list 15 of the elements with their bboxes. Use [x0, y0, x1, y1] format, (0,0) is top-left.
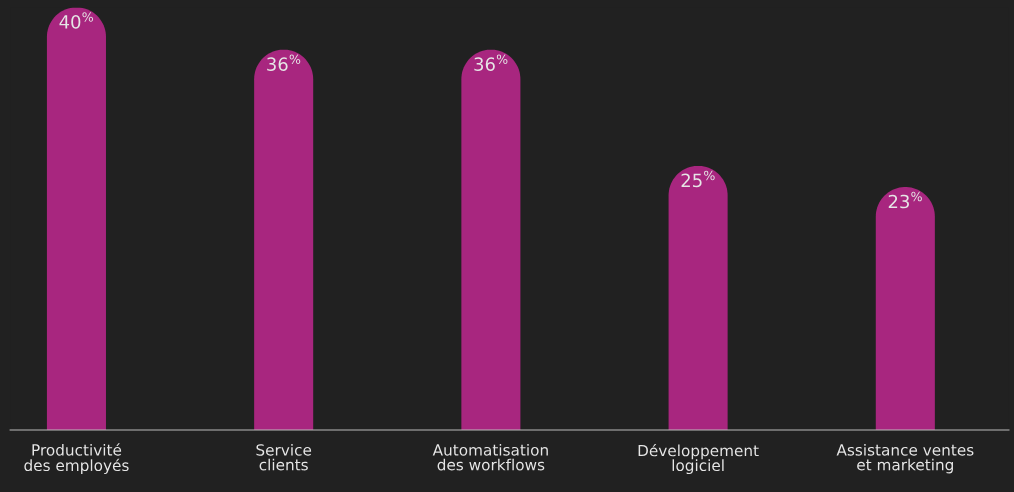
- data-label: 36$^{%}$: [474, 54, 508, 71]
- x-tick-label: Productivité des employés: [24, 443, 129, 475]
- bar: [668, 165, 728, 430]
- data-label: 23$^{%}$: [888, 191, 922, 209]
- x-tick-label: Développement logiciel: [638, 443, 759, 475]
- bar: [875, 187, 935, 430]
- data-label: 40$^{%}$: [59, 12, 94, 29]
- bar: [254, 49, 314, 430]
- bar: [46, 7, 106, 430]
- data-label: 25$^{%}$: [681, 170, 715, 188]
- data-label: 36$^{%}$: [267, 54, 301, 71]
- bar: [461, 49, 521, 430]
- x-tick-label: Automatisation des workflows: [432, 443, 548, 471]
- x-tick-label: Service clients: [256, 443, 312, 471]
- x-tick-label: Assistance ventes et marketing: [836, 443, 974, 474]
